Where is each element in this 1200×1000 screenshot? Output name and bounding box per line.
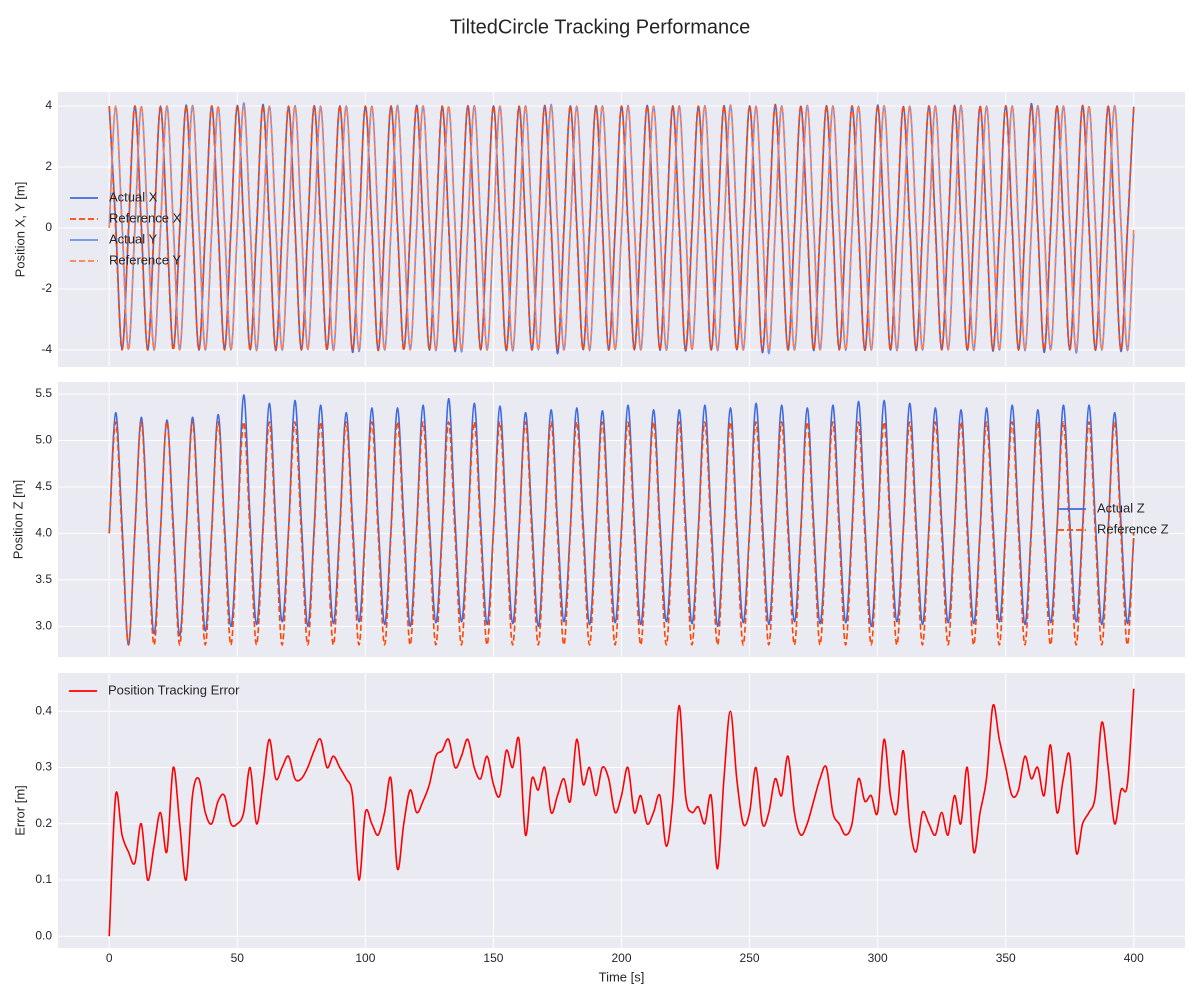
x-tick-label: 100 bbox=[355, 951, 375, 965]
x-tick-label: 200 bbox=[611, 951, 631, 965]
x-tick-label: 0 bbox=[106, 951, 113, 965]
y-tick-label: 2 bbox=[45, 159, 52, 173]
legend-label: Actual Y bbox=[109, 231, 158, 246]
legend-label: Reference Y bbox=[109, 252, 181, 267]
y-tick-label: -4 bbox=[41, 342, 52, 356]
x-tick-label: 50 bbox=[231, 951, 245, 965]
y-tick-label: 3.5 bbox=[35, 572, 52, 586]
y-tick-label: 0.3 bbox=[35, 760, 52, 774]
y-axis-label: Position X, Y [m] bbox=[12, 182, 27, 278]
y-tick-label: 0.2 bbox=[35, 816, 52, 830]
data-line bbox=[108, 688, 1135, 937]
y-tick-label: 4.0 bbox=[35, 526, 52, 540]
y-tick-label: 0 bbox=[45, 220, 52, 234]
x-axis-label: Time [s] bbox=[599, 969, 645, 984]
legend-label: Reference Z bbox=[1097, 521, 1169, 536]
y-tick-label: 3.0 bbox=[35, 619, 52, 633]
x-tick-label: 300 bbox=[868, 951, 888, 965]
data-line bbox=[108, 105, 1135, 351]
y-tick-label: 0.0 bbox=[35, 928, 52, 942]
y-tick-label: 0.4 bbox=[35, 703, 52, 717]
x-tick-label: 250 bbox=[740, 951, 760, 965]
data-line bbox=[108, 105, 1135, 351]
y-tick-label: 5.0 bbox=[35, 433, 52, 447]
y-axis-label: Position Z [m] bbox=[10, 480, 25, 559]
figure-title: TiltedCircle Tracking Performance bbox=[450, 16, 750, 38]
legend-label: Reference X bbox=[109, 210, 182, 225]
x-tick-label: 350 bbox=[996, 951, 1016, 965]
legend-label: Position Tracking Error bbox=[108, 682, 240, 697]
x-tick-label: 400 bbox=[1124, 951, 1144, 965]
y-tick-label: -2 bbox=[41, 281, 52, 295]
legend-label: Actual Z bbox=[1097, 500, 1145, 515]
data-line bbox=[108, 421, 1135, 646]
y-tick-label: 0.1 bbox=[35, 872, 52, 886]
y-tick-label: 4.5 bbox=[35, 479, 52, 493]
x-tick-label: 150 bbox=[483, 951, 503, 965]
y-tick-label: 5.5 bbox=[35, 386, 52, 400]
legend-label: Actual X bbox=[109, 189, 158, 204]
y-axis-label: Error [m] bbox=[12, 785, 27, 836]
y-tick-label: 4 bbox=[45, 98, 52, 112]
